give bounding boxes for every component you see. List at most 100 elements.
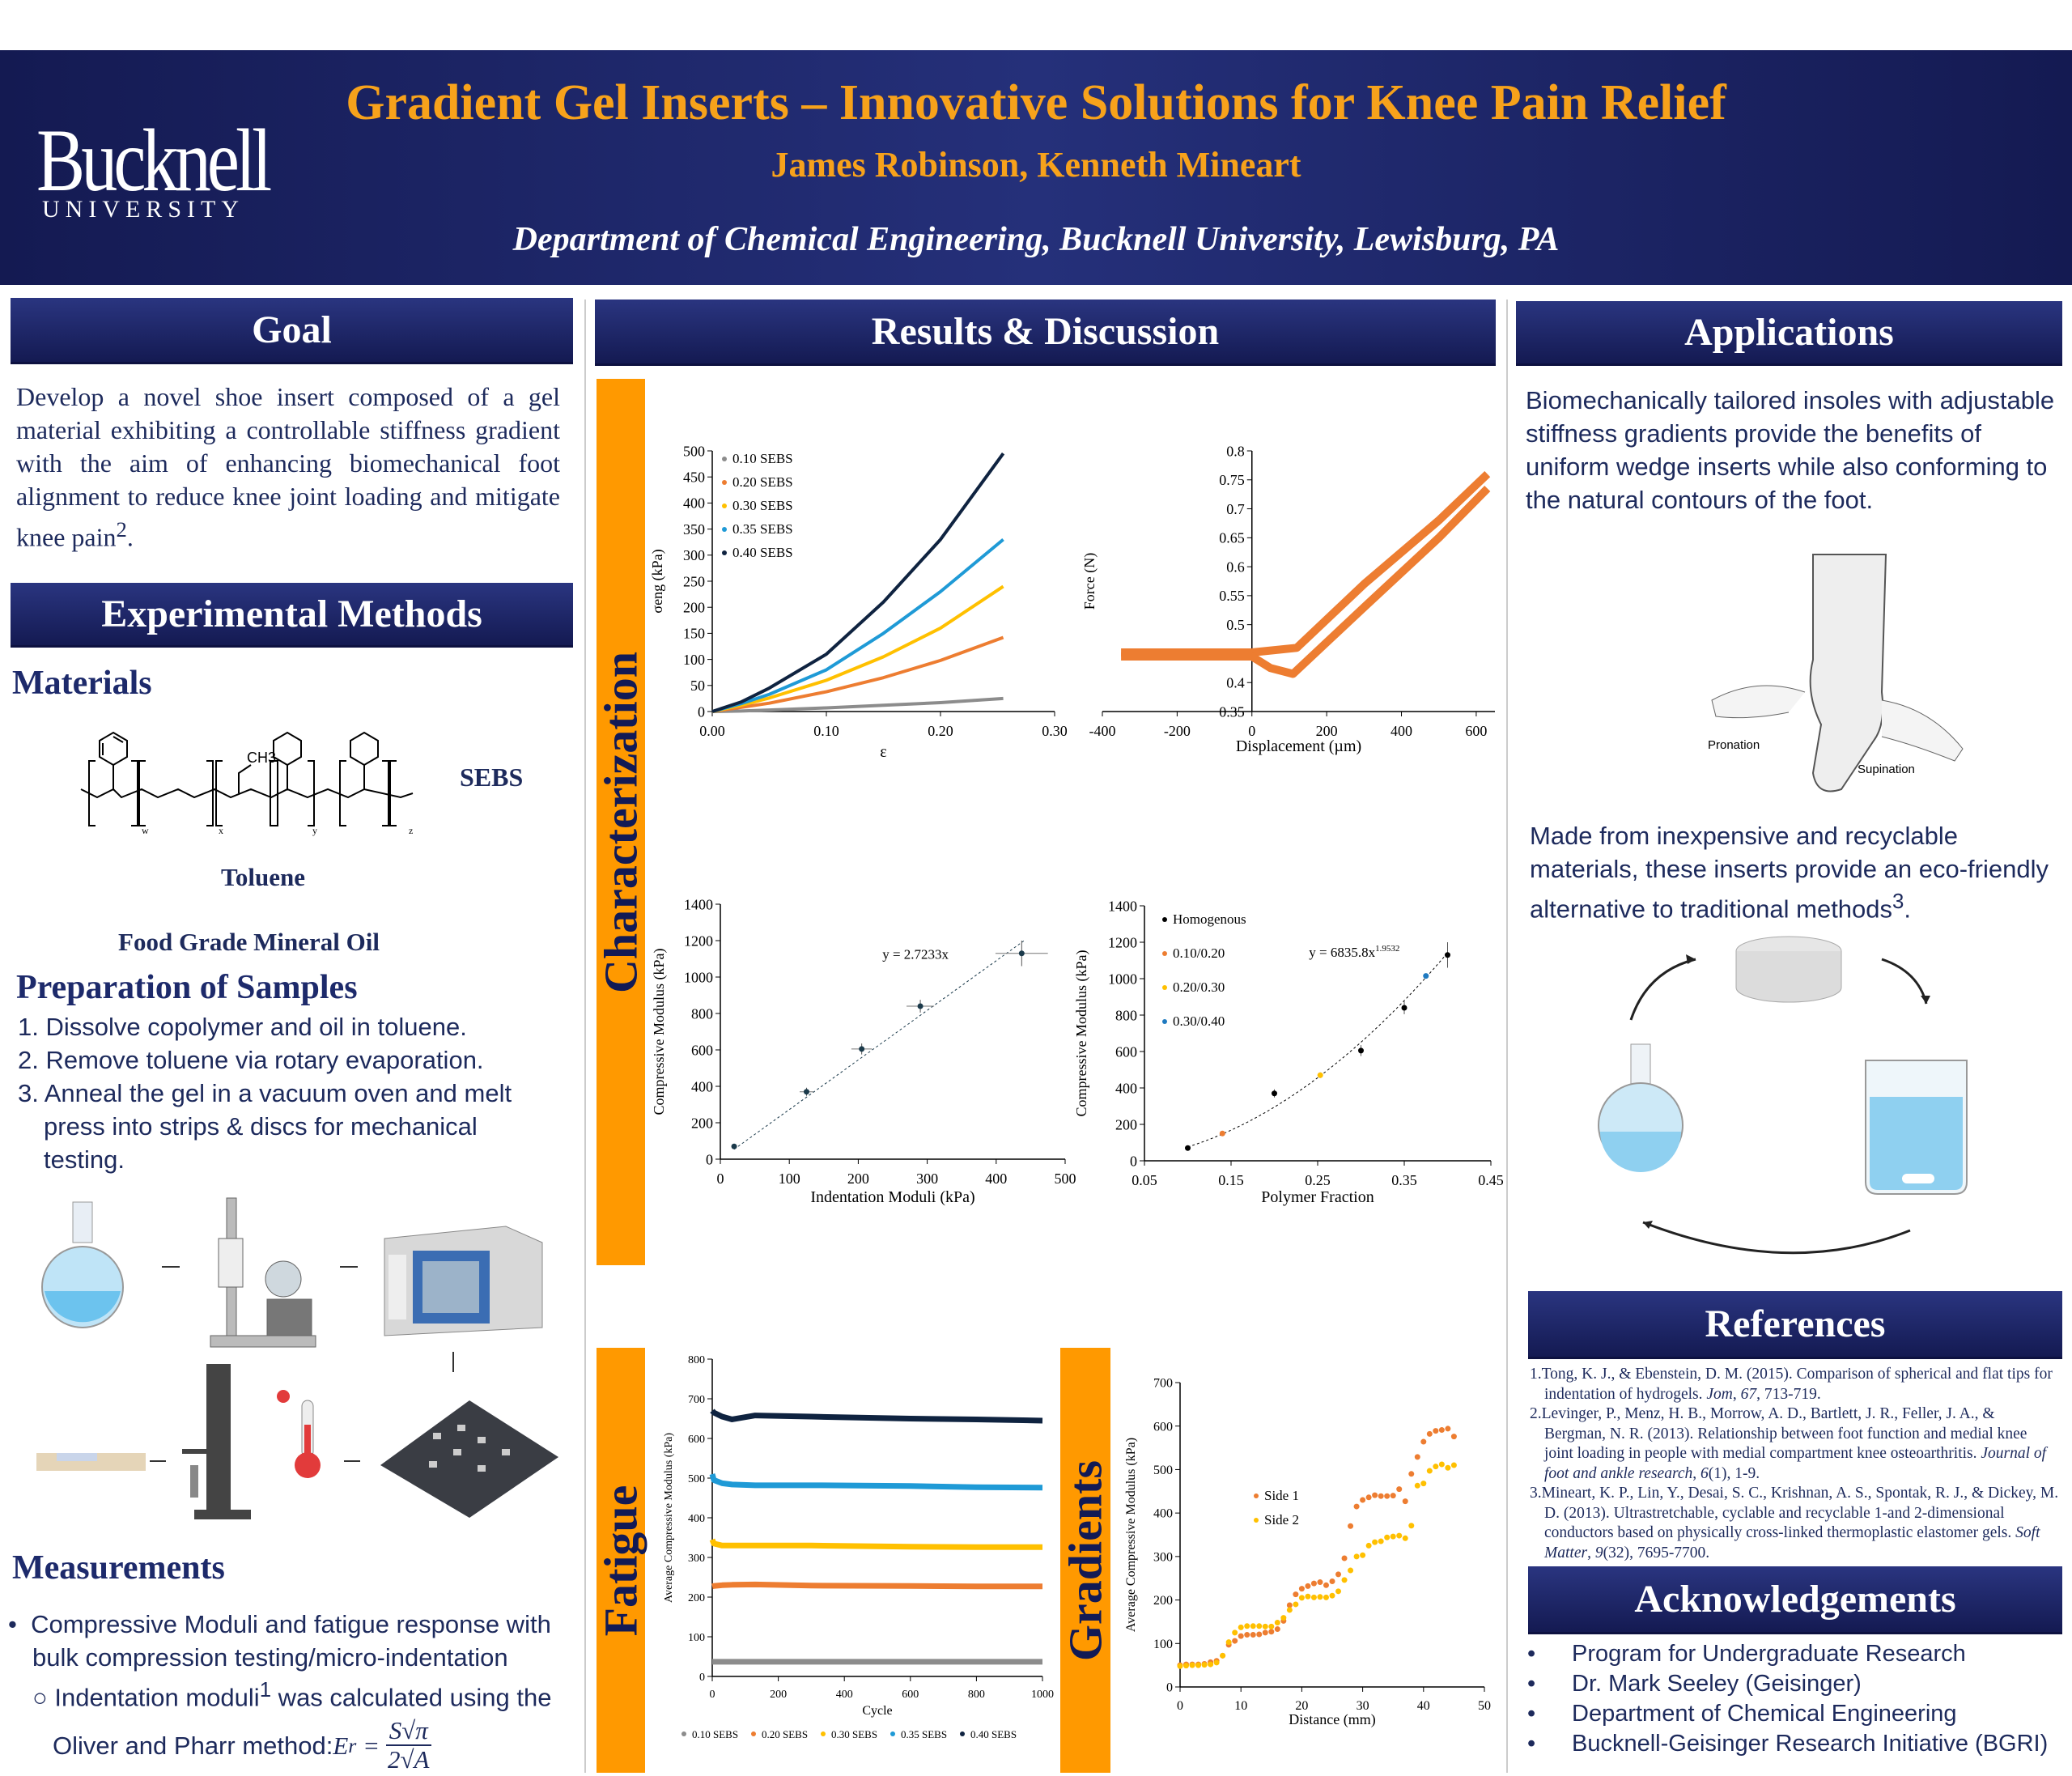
data-point: [1177, 1662, 1183, 1668]
trendline: [733, 940, 1025, 1150]
reference-post: (1), 1-9.: [1708, 1464, 1760, 1482]
legend-label: 0.30 SEBS: [831, 1728, 877, 1740]
vacuum-oven-icon: [384, 1226, 543, 1336]
formula-numerator: S√π: [385, 1717, 431, 1747]
legend-marker: [722, 503, 727, 508]
y-tick-label: 100: [683, 652, 705, 668]
data-point: [1390, 1533, 1396, 1540]
legend-label: 0.20 SEBS: [732, 474, 793, 490]
data-point: [1293, 1591, 1299, 1598]
data-point: [1256, 1631, 1263, 1638]
y-tick-label: 500: [688, 1473, 705, 1485]
data-point: [1402, 1535, 1408, 1541]
legend-label: 0.10 SEBS: [692, 1728, 738, 1740]
subscript-y: y: [312, 825, 317, 836]
x-tick-label: 0.45: [1478, 1172, 1504, 1188]
data-point: [1348, 1567, 1354, 1574]
x-tick-label: 100: [779, 1171, 800, 1187]
data-point: [1358, 1047, 1364, 1054]
formula-denominator: 2√A: [388, 1745, 430, 1774]
reference-journal: Soft Matter: [1544, 1524, 2040, 1561]
data-point: [1274, 1626, 1280, 1633]
data-point: [1372, 1539, 1378, 1545]
y-tick-label: 0.75: [1219, 472, 1245, 488]
citation: 3: [1892, 890, 1904, 913]
y-tick-label: 200: [691, 1115, 713, 1131]
sub-bullet-text: Indentation moduli: [54, 1683, 260, 1712]
data-point: [1426, 1430, 1433, 1437]
legend-marker: [1162, 1019, 1167, 1024]
melt-press-icon: [182, 1364, 251, 1519]
y-tick-label: 400: [683, 495, 705, 512]
y-tick-label: 600: [1115, 1043, 1137, 1060]
x-tick-label: 0: [717, 1171, 724, 1187]
poster-title: Gradient Gel Inserts – Innovative Soluti…: [346, 75, 1726, 130]
legend-label: 0.10 SEBS: [732, 451, 793, 466]
y-tick-label: 200: [683, 600, 705, 616]
legend-label: 0.35 SEBS: [732, 521, 793, 537]
data-point: [1183, 1663, 1190, 1669]
y-tick-label: 800: [688, 1354, 705, 1366]
sub-bullet: ○ Indentation moduli1 was calculated usi…: [32, 1679, 552, 1712]
flask-icon: [41, 1201, 124, 1328]
ack-text: Program for Undergraduate Research: [1572, 1641, 1966, 1667]
y-tick-label: 700: [688, 1394, 705, 1406]
data-point: [1213, 1658, 1220, 1664]
chart-gradient: 0 10 20 30 40 500100200300400500600700Distanc…: [1124, 1377, 1491, 1728]
data-point: [1329, 1592, 1335, 1599]
x-tick-label: 400: [1391, 723, 1412, 739]
data-point: [1408, 1523, 1415, 1529]
poster-department: Department of Chemical Engineering, Buck…: [512, 221, 1560, 258]
legend-marker: [1162, 985, 1167, 990]
data-point: [1372, 1492, 1378, 1498]
chart-fatigue: 0 200 400 600 800 1000 0 100 200 300 400 500 600 700 8…: [663, 1354, 1054, 1740]
x-tick-label: 0: [1248, 723, 1255, 739]
data-point: [1201, 1661, 1208, 1668]
data-point: [1396, 1532, 1403, 1539]
data-point: [1329, 1578, 1335, 1584]
measurement-bullet: • Compressive Moduli and fatigue respons…: [8, 1610, 551, 1638]
references-heading: References: [1528, 1291, 2062, 1359]
data-point: [1268, 1623, 1275, 1629]
y-tick-label: 0.65: [1219, 530, 1245, 546]
mold-plate-icon: [380, 1400, 558, 1518]
data-point: [1286, 1607, 1293, 1613]
y-tick-label: 200: [1153, 1594, 1173, 1608]
trendline-equation: y = 6835.8x1.9532: [1309, 944, 1399, 960]
series-line: [711, 1581, 1042, 1590]
data-point: [1238, 1624, 1244, 1630]
goal-heading: Goal: [11, 298, 573, 364]
data-point: [1250, 1632, 1256, 1638]
poster-header: [0, 50, 2072, 285]
x-tick-label: 0: [1177, 1699, 1183, 1713]
step-2: 2. Remove toluene via rotary evaporation…: [18, 1046, 484, 1074]
data-point: [1317, 1072, 1323, 1078]
step-3-cont2: testing.: [44, 1145, 125, 1174]
data-point: [1256, 1623, 1263, 1629]
data-point: [1390, 1493, 1396, 1499]
x-tick-label: 600: [1465, 723, 1487, 739]
y-tick-label: 0.8: [1226, 443, 1245, 459]
data-point: [1262, 1623, 1268, 1629]
y-tick-label: 100: [688, 1632, 705, 1644]
y-tick-label: 0: [698, 703, 705, 720]
chart-force: -400 -200 0 200 400 600 0.35 0.4 0.45 0.5 0.55 0.6 0…: [1081, 443, 1495, 755]
data-point: [1426, 1468, 1433, 1474]
data-point: [1335, 1571, 1342, 1578]
legend-label: 0.30/0.40: [1173, 1013, 1225, 1029]
gradients-band: Gradients: [1059, 1348, 1112, 1773]
data-point: [1445, 1464, 1451, 1471]
data-point: [1305, 1593, 1311, 1600]
legend-marker: [722, 550, 727, 555]
data-point: [1384, 1534, 1391, 1540]
y-tick-label: 1000: [684, 969, 713, 985]
y-tick-label: 100: [1153, 1638, 1173, 1651]
x-tick-label: 200: [1316, 723, 1338, 739]
bullet-text-cont: bulk compression testing/micro-indentati…: [32, 1643, 508, 1672]
x-tick-label: 200: [847, 1171, 869, 1187]
y-tick-label: 200: [1115, 1116, 1137, 1132]
reference-item: 1.Tong, K. J., & Ebenstein, D. M. (2015)…: [1530, 1365, 2060, 1404]
y-tick-label: 1200: [684, 933, 713, 949]
characterization-band: Characterization: [595, 379, 648, 1265]
equation-text: y = 6835.8x: [1309, 945, 1375, 960]
